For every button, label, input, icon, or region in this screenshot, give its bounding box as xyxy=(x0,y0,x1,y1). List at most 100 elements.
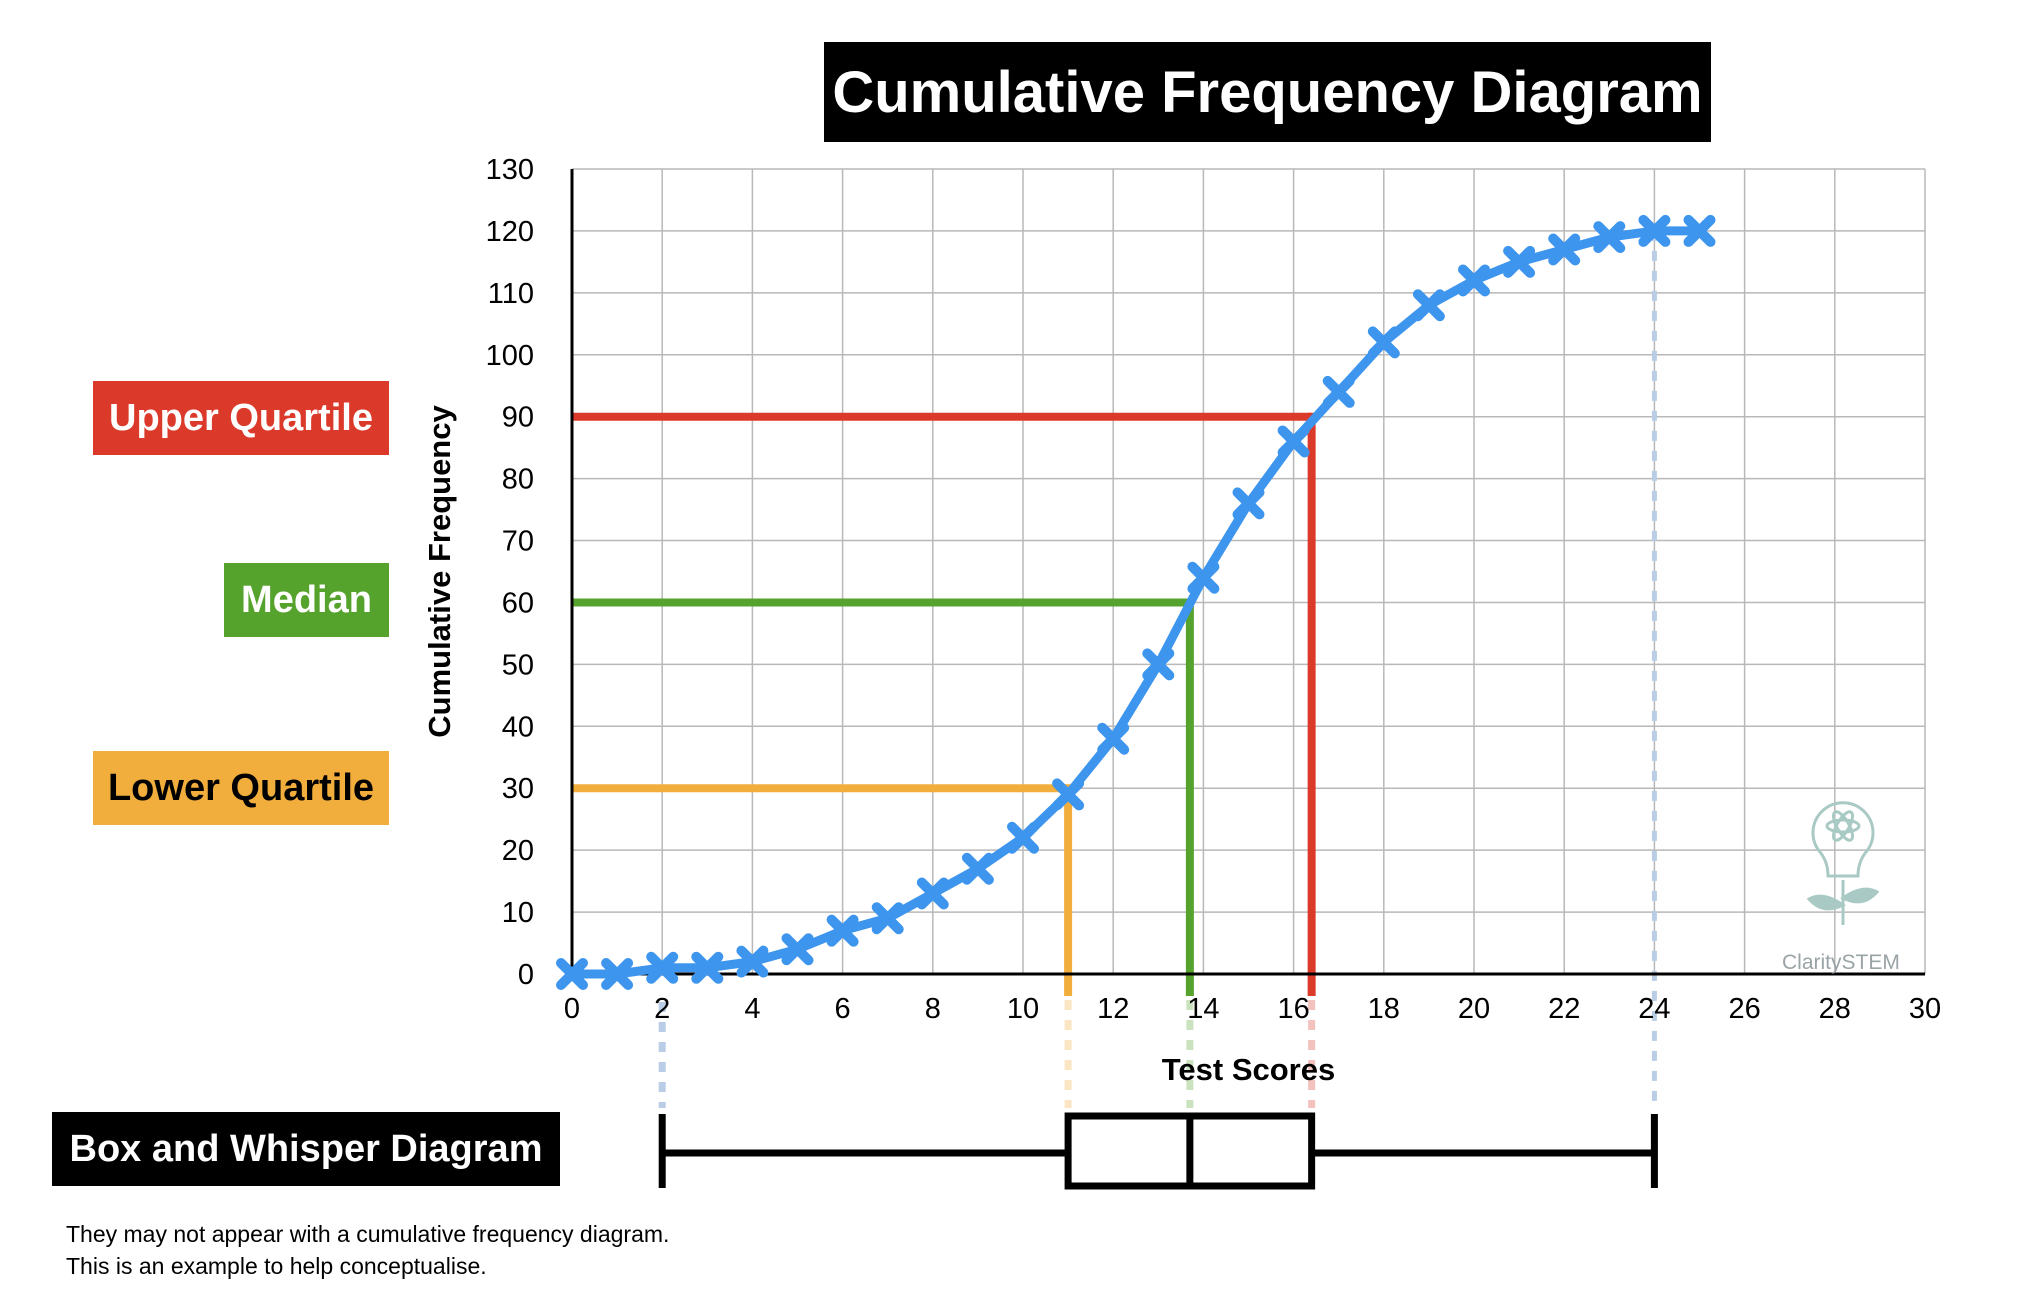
data-point xyxy=(1007,821,1039,854)
data-point xyxy=(1232,487,1265,520)
note-line-1: They may not appear with a cumulative fr… xyxy=(66,1221,670,1247)
data-point xyxy=(1548,233,1581,266)
data-point-stroke xyxy=(1683,214,1716,247)
x-tick-label: 0 xyxy=(564,993,580,1025)
data-point xyxy=(1097,722,1130,755)
data-point-stroke xyxy=(556,958,588,990)
claritystem-logo: ClaritySTEM xyxy=(1782,801,1900,974)
tick-labels: 0 2 4 6 8 10 12 14 16 18 20 22 24 26 28 300102030405060… xyxy=(486,154,1942,1025)
data-point-stroke xyxy=(646,951,679,984)
data-point xyxy=(556,958,588,990)
data-point xyxy=(1052,778,1085,811)
lower-quartile-label: Lower Quartile xyxy=(93,751,389,825)
y-tick-label: 0 xyxy=(518,959,534,991)
x-tick-label: 12 xyxy=(1097,993,1129,1025)
note-line-2: This is an example to help conceptualise… xyxy=(66,1253,487,1279)
data-point xyxy=(781,933,814,966)
data-point xyxy=(961,852,994,885)
x-tick-label: 16 xyxy=(1277,993,1309,1025)
y-tick-label: 110 xyxy=(488,278,534,310)
y-tick-label: 40 xyxy=(502,711,534,743)
y-tick-label: 50 xyxy=(502,649,534,681)
data-point xyxy=(1187,561,1220,594)
data-point xyxy=(601,958,634,990)
data-point-stroke xyxy=(1593,221,1626,254)
x-tick-label: 18 xyxy=(1368,993,1400,1025)
y-tick-label: 20 xyxy=(502,835,534,867)
data-point-stroke xyxy=(736,945,769,978)
y-tick-label: 120 xyxy=(486,216,534,248)
data-point-stroke xyxy=(1052,778,1085,811)
data-point-stroke xyxy=(1232,487,1265,520)
data-point-stroke xyxy=(691,951,724,984)
data-point xyxy=(1683,214,1716,247)
grid-lines xyxy=(572,168,1926,974)
data-point xyxy=(1367,326,1400,359)
data-point xyxy=(826,914,859,947)
data-point-stroke xyxy=(1638,214,1671,247)
data-point-stroke xyxy=(1142,648,1175,681)
data-point-stroke xyxy=(1503,245,1536,278)
y-axis-title: Cumulative Frequency xyxy=(422,405,457,738)
bulb-icon xyxy=(1811,801,1875,878)
data-point xyxy=(1503,245,1536,278)
data-point-stroke xyxy=(1367,326,1400,359)
x-tick-label: 10 xyxy=(1007,993,1039,1025)
data-point-stroke xyxy=(826,914,859,947)
x-tick-label: 26 xyxy=(1728,993,1760,1025)
data-point-stroke xyxy=(1458,264,1490,297)
data-point-stroke xyxy=(1187,561,1220,594)
data-point xyxy=(1322,375,1355,408)
data-point-stroke xyxy=(1412,289,1445,322)
y-tick-label: 30 xyxy=(502,773,534,805)
data-point xyxy=(1142,648,1175,681)
data-point-stroke xyxy=(1007,821,1039,854)
box-whisker-label: Box and Whisper Diagram xyxy=(52,1112,560,1186)
chart-title: Cumulative Frequency Diagram xyxy=(824,42,1711,142)
data-point xyxy=(736,945,769,978)
data-point xyxy=(646,951,679,984)
y-tick-label: 10 xyxy=(502,897,534,929)
data-point xyxy=(1277,425,1310,458)
x-tick-label: 20 xyxy=(1458,993,1490,1025)
x-axis-title: Test Scores xyxy=(1162,1052,1335,1087)
data-point xyxy=(916,877,949,910)
data-point-stroke xyxy=(781,933,814,966)
data-point xyxy=(1638,214,1671,247)
data-point-stroke xyxy=(1322,375,1355,408)
y-tick-label: 100 xyxy=(486,340,534,372)
data-point xyxy=(691,951,724,984)
x-tick-label: 6 xyxy=(835,993,851,1025)
upper-quartile-label: Upper Quartile xyxy=(93,381,389,455)
cumulative-frequency-series xyxy=(556,214,1716,990)
data-point xyxy=(1412,289,1445,322)
data-point xyxy=(1458,264,1490,297)
data-point-stroke xyxy=(1548,233,1581,266)
data-point-stroke xyxy=(1097,722,1130,755)
y-tick-label: 80 xyxy=(502,464,534,496)
x-tick-label: 22 xyxy=(1548,993,1580,1025)
y-tick-label: 70 xyxy=(502,526,534,558)
data-point-stroke xyxy=(916,877,949,910)
y-tick-label: 130 xyxy=(486,154,534,186)
y-tick-label: 90 xyxy=(502,402,534,434)
x-tick-label: 4 xyxy=(744,993,760,1025)
x-tick-label: 30 xyxy=(1909,993,1941,1025)
x-tick-label: 28 xyxy=(1819,993,1851,1025)
data-point-stroke xyxy=(601,958,634,990)
median-label: Median xyxy=(224,563,389,637)
x-tick-label: 8 xyxy=(925,993,941,1025)
data-point xyxy=(871,902,904,935)
data-point-stroke xyxy=(871,902,904,935)
y-tick-label: 60 xyxy=(502,587,534,619)
guide-lines xyxy=(572,230,1657,1108)
data-point xyxy=(1593,221,1626,254)
box-whisker-plot xyxy=(658,1112,1658,1190)
x-tick-label: 14 xyxy=(1187,993,1219,1025)
x-tick-label: 24 xyxy=(1638,993,1670,1025)
data-point-stroke xyxy=(1277,425,1310,458)
axes xyxy=(570,169,1925,976)
x-tick-label: 2 xyxy=(654,993,670,1025)
data-point-stroke xyxy=(961,852,994,885)
